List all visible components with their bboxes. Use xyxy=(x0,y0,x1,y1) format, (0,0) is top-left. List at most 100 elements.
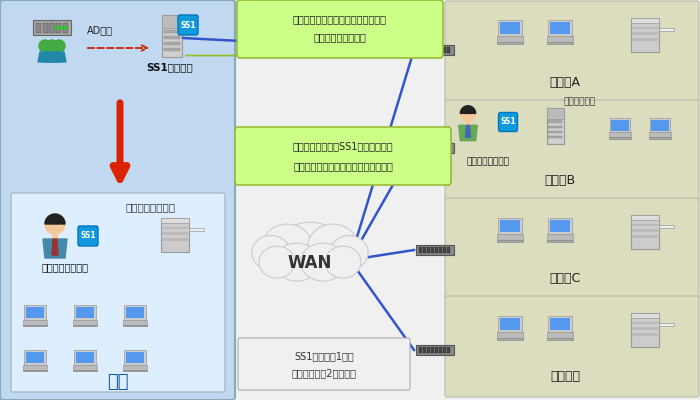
Bar xyxy=(125,350,146,365)
Text: 管理クライアント: 管理クライアント xyxy=(41,262,88,272)
Bar xyxy=(23,365,47,370)
Text: WAN: WAN xyxy=(288,254,332,272)
Ellipse shape xyxy=(277,222,343,275)
Bar xyxy=(74,305,96,320)
Polygon shape xyxy=(45,52,59,62)
Bar xyxy=(632,38,658,40)
Bar xyxy=(631,313,659,348)
FancyBboxPatch shape xyxy=(78,226,98,246)
Bar xyxy=(162,227,188,229)
Bar xyxy=(416,45,454,55)
Bar xyxy=(164,36,180,39)
Bar xyxy=(651,120,668,131)
FancyBboxPatch shape xyxy=(498,112,517,132)
FancyBboxPatch shape xyxy=(11,193,225,392)
Bar xyxy=(548,316,572,332)
Bar xyxy=(547,234,573,240)
Bar xyxy=(498,20,522,36)
Bar xyxy=(608,132,631,138)
Bar xyxy=(427,47,430,53)
Bar xyxy=(76,307,94,318)
Text: 一括管理を実現！！: 一括管理を実現！！ xyxy=(314,32,366,42)
Text: 本社: 本社 xyxy=(107,373,129,391)
Polygon shape xyxy=(43,239,67,258)
Bar xyxy=(162,238,188,240)
Polygon shape xyxy=(52,239,58,255)
Ellipse shape xyxy=(262,224,312,270)
Bar xyxy=(52,234,58,239)
Ellipse shape xyxy=(252,236,290,270)
Bar xyxy=(435,347,438,353)
FancyBboxPatch shape xyxy=(235,127,451,185)
Ellipse shape xyxy=(330,236,368,270)
Bar xyxy=(659,323,673,326)
Bar xyxy=(443,145,446,151)
Bar xyxy=(631,215,659,220)
Ellipse shape xyxy=(274,243,320,281)
Bar xyxy=(25,305,46,320)
Bar xyxy=(659,28,673,31)
Bar xyxy=(547,108,564,144)
Bar xyxy=(435,47,438,53)
Bar xyxy=(23,370,47,372)
Bar xyxy=(161,218,189,252)
Bar xyxy=(632,27,658,29)
Bar xyxy=(500,22,520,34)
Text: 事業所の管理者もSS1を利用可能に: 事業所の管理者もSS1を利用可能に xyxy=(293,141,393,151)
Circle shape xyxy=(45,214,65,234)
Circle shape xyxy=(461,106,476,121)
Bar xyxy=(548,126,562,128)
Bar xyxy=(189,228,204,231)
Bar xyxy=(63,22,68,33)
Bar xyxy=(431,47,434,53)
Bar xyxy=(427,145,430,151)
Circle shape xyxy=(53,40,65,52)
Bar xyxy=(447,145,450,151)
Ellipse shape xyxy=(325,246,361,278)
FancyBboxPatch shape xyxy=(445,100,699,201)
Bar xyxy=(419,247,422,253)
Bar xyxy=(611,120,629,131)
Text: SS1: SS1 xyxy=(500,118,516,126)
Polygon shape xyxy=(38,52,52,62)
FancyBboxPatch shape xyxy=(237,0,443,58)
Text: SS1サーバー: SS1サーバー xyxy=(146,62,193,72)
FancyBboxPatch shape xyxy=(445,198,699,299)
Bar xyxy=(435,145,438,151)
Bar xyxy=(419,47,422,53)
Bar xyxy=(443,47,446,53)
Bar xyxy=(631,215,659,250)
Bar xyxy=(632,229,658,232)
Bar xyxy=(447,247,450,253)
Circle shape xyxy=(46,40,58,52)
Bar xyxy=(440,47,442,53)
Bar xyxy=(416,345,454,355)
Bar xyxy=(631,18,659,52)
Bar xyxy=(632,322,658,324)
Bar xyxy=(440,145,442,151)
Text: 事業所A: 事業所A xyxy=(550,76,580,88)
Bar xyxy=(550,22,570,34)
Text: SS1: SS1 xyxy=(180,20,196,30)
Bar xyxy=(649,138,671,139)
Bar xyxy=(632,224,658,226)
Circle shape xyxy=(39,40,51,52)
Bar xyxy=(632,235,658,238)
Bar xyxy=(161,218,189,223)
Bar xyxy=(497,332,523,338)
Bar xyxy=(659,225,673,228)
Bar xyxy=(548,131,562,133)
Bar xyxy=(466,121,470,125)
Bar xyxy=(497,240,523,242)
Bar xyxy=(50,22,55,33)
FancyBboxPatch shape xyxy=(0,0,235,400)
Circle shape xyxy=(64,26,66,29)
Bar xyxy=(416,245,454,255)
Bar xyxy=(126,352,144,363)
Bar xyxy=(548,136,562,138)
Bar xyxy=(427,347,430,353)
Bar xyxy=(164,42,180,45)
Bar xyxy=(547,338,573,340)
FancyBboxPatch shape xyxy=(445,296,699,397)
Bar xyxy=(162,15,182,28)
